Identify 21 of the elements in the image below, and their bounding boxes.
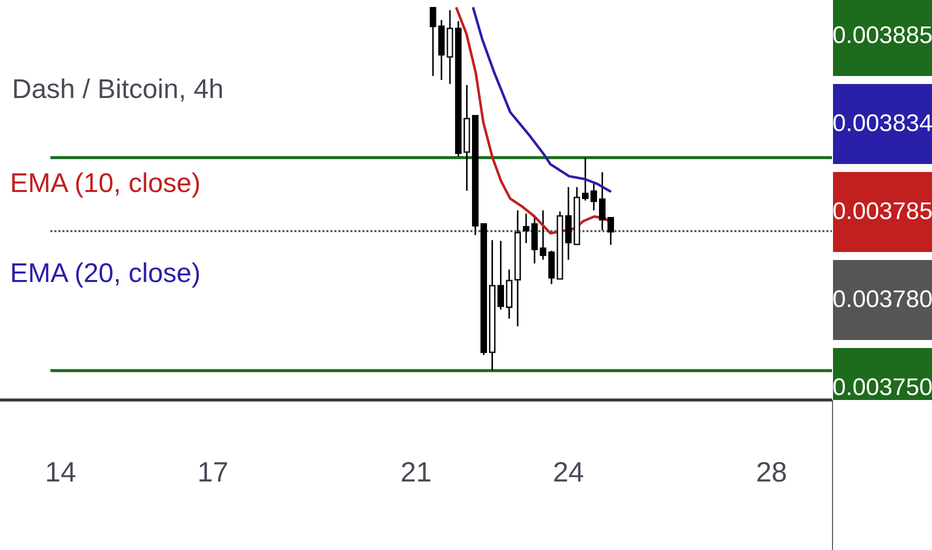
text: 0.003780 <box>832 260 932 340</box>
x-tick-label: 17 <box>197 456 229 488</box>
candlestick <box>430 6 436 77</box>
x-tick-label: 21 <box>400 456 432 488</box>
candlestick <box>540 210 546 261</box>
x-tick-label: 24 <box>552 456 584 488</box>
x-tick-label: 14 <box>44 456 76 488</box>
candlestick <box>582 156 589 202</box>
candlestick <box>522 212 530 244</box>
candlestick <box>590 183 598 212</box>
candlestick <box>607 216 614 246</box>
x-tick-label: 28 <box>756 456 788 488</box>
candlestick <box>497 240 504 310</box>
text: Dash / Bitcoin, 4h <box>12 74 224 105</box>
candlestick <box>598 171 606 232</box>
text: 0.003834 <box>832 84 932 164</box>
text: EMA (20, close) <box>10 258 201 289</box>
text: EMA (10, close) <box>10 168 201 199</box>
text: 0.003750 <box>832 373 932 402</box>
text: 0.003785 <box>832 172 932 252</box>
text: 0.003885 <box>832 0 932 76</box>
